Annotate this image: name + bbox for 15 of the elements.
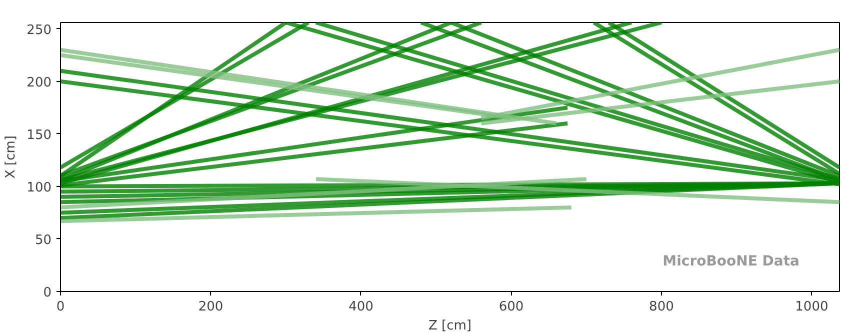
y-tick-label: 0 [43,286,52,300]
y-axis-title: X [cm] [4,135,19,178]
y-tick-label: 250 [26,22,52,38]
annotation: MicroBooNE Data [662,254,800,270]
y-tick-label: 200 [26,75,52,90]
x-tick-label: 1000 [795,300,828,314]
x-tick-label: 0 [56,300,65,314]
y-tick-label: 100 [26,180,52,196]
y-tick-label: 50 [34,232,52,248]
x-tick-label: 800 [649,300,674,314]
y-tick-label: 150 [26,128,52,143]
x-tick-label: 600 [498,300,524,314]
x-tick-label: 400 [348,300,374,314]
x-axis-title: Z [cm] [428,318,472,334]
x-tick-label: 200 [198,300,224,314]
